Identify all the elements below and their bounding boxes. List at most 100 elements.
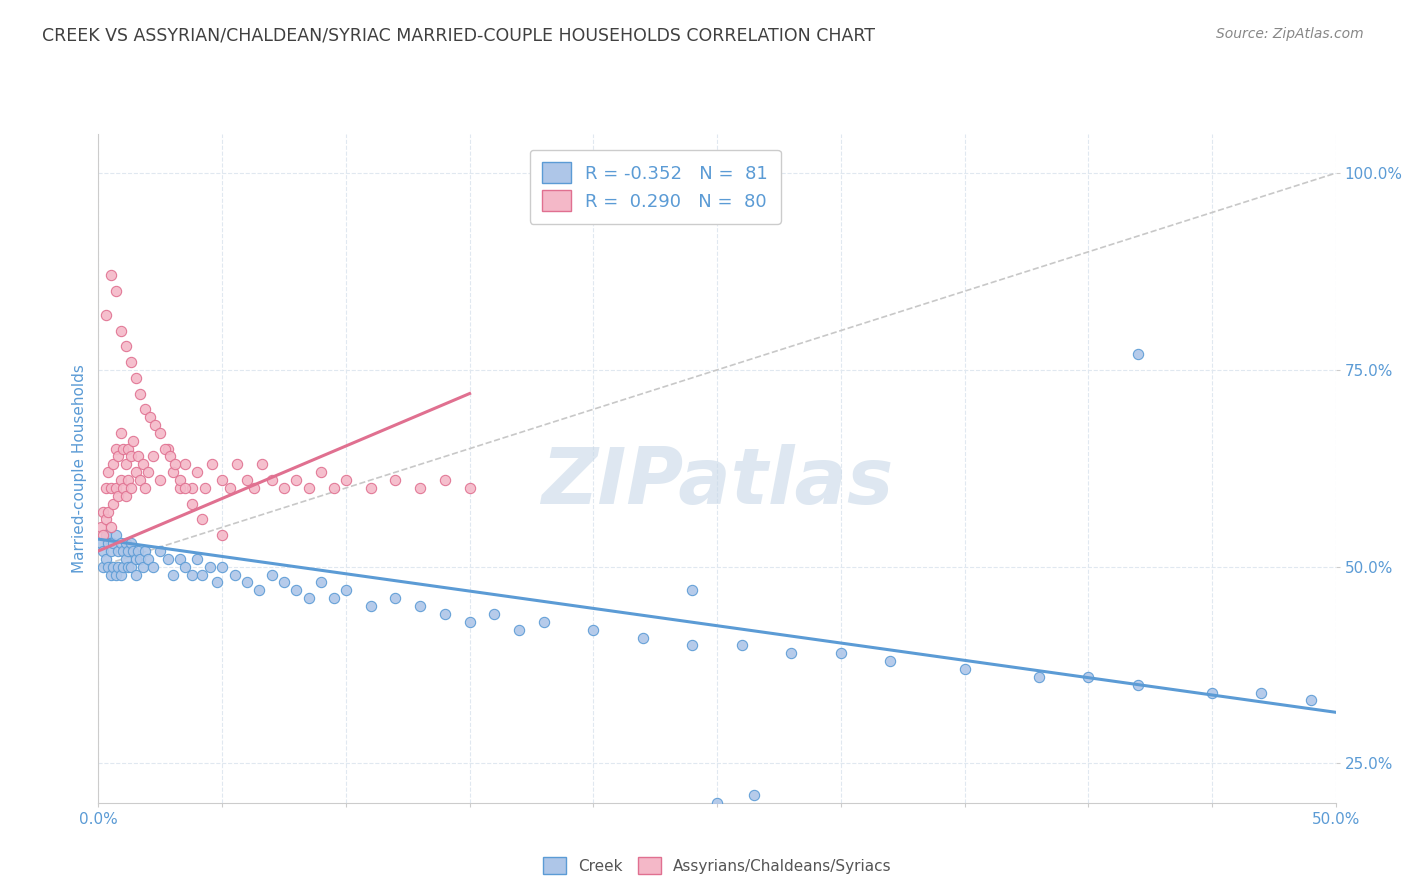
Point — [136, 551, 159, 566]
Point — [107, 544, 129, 558]
Point — [335, 583, 357, 598]
Point — [155, 442, 177, 456]
Point — [93, 505, 115, 519]
Point — [181, 481, 204, 495]
Point — [129, 551, 152, 566]
Point — [132, 559, 155, 574]
Point — [194, 481, 217, 495]
Point — [198, 559, 221, 574]
Point — [174, 481, 197, 495]
Point — [97, 536, 120, 550]
Point — [191, 512, 214, 526]
Point — [97, 465, 120, 479]
Point — [114, 551, 136, 566]
Point — [114, 458, 136, 472]
Point — [112, 544, 135, 558]
Point — [142, 450, 165, 464]
Point — [181, 567, 204, 582]
Point — [122, 544, 145, 558]
Point — [103, 497, 125, 511]
Point — [1250, 685, 1272, 699]
Point — [129, 473, 152, 487]
Point — [143, 417, 166, 432]
Point — [94, 512, 117, 526]
Point — [236, 473, 259, 487]
Point — [384, 591, 406, 606]
Point — [124, 567, 146, 582]
Point — [159, 450, 181, 464]
Point — [93, 544, 115, 558]
Point — [706, 796, 728, 810]
Point — [104, 442, 127, 456]
Point — [139, 410, 162, 425]
Point — [120, 355, 142, 369]
Point — [322, 591, 344, 606]
Point — [582, 623, 605, 637]
Point — [631, 631, 654, 645]
Point — [149, 473, 172, 487]
Text: Source: ZipAtlas.com: Source: ZipAtlas.com — [1216, 27, 1364, 41]
Point — [218, 481, 240, 495]
Point — [243, 481, 266, 495]
Point — [273, 481, 295, 495]
Point — [142, 559, 165, 574]
Point — [211, 528, 233, 542]
Point — [127, 450, 149, 464]
Point — [97, 505, 120, 519]
Point — [100, 520, 122, 534]
Point — [103, 536, 125, 550]
Point — [120, 536, 142, 550]
Point — [129, 386, 152, 401]
Point — [409, 481, 432, 495]
Point — [533, 615, 555, 629]
Point — [250, 458, 273, 472]
Point — [114, 339, 136, 353]
Text: ZIPatlas: ZIPatlas — [541, 443, 893, 520]
Point — [156, 551, 179, 566]
Point — [107, 450, 129, 464]
Point — [114, 536, 136, 550]
Point — [322, 481, 344, 495]
Point — [260, 473, 283, 487]
Text: CREEK VS ASSYRIAN/CHALDEAN/SYRIAC MARRIED-COUPLE HOUSEHOLDS CORRELATION CHART: CREEK VS ASSYRIAN/CHALDEAN/SYRIAC MARRIE… — [42, 27, 875, 45]
Point — [169, 481, 191, 495]
Point — [1299, 693, 1322, 707]
Point — [94, 308, 117, 322]
Point — [201, 458, 224, 472]
Point — [132, 458, 155, 472]
Point — [260, 567, 283, 582]
Point — [149, 544, 172, 558]
Point — [309, 575, 332, 590]
Point — [1126, 678, 1149, 692]
Point — [162, 465, 184, 479]
Point — [484, 607, 506, 621]
Point — [205, 575, 228, 590]
Point — [110, 567, 132, 582]
Point — [112, 559, 135, 574]
Point — [93, 559, 115, 574]
Point — [134, 481, 156, 495]
Point — [117, 544, 139, 558]
Point — [409, 599, 432, 613]
Point — [94, 528, 117, 542]
Point — [93, 528, 115, 542]
Point — [117, 442, 139, 456]
Point — [117, 473, 139, 487]
Point — [112, 442, 135, 456]
Point — [134, 544, 156, 558]
Point — [273, 575, 295, 590]
Point — [830, 646, 852, 660]
Point — [174, 458, 197, 472]
Point — [186, 465, 208, 479]
Point — [285, 583, 308, 598]
Point — [298, 481, 321, 495]
Point — [120, 559, 142, 574]
Point — [162, 567, 184, 582]
Point — [384, 473, 406, 487]
Point — [458, 481, 481, 495]
Point — [124, 465, 146, 479]
Point — [90, 536, 112, 550]
Point — [110, 425, 132, 440]
Point — [124, 371, 146, 385]
Point — [90, 520, 112, 534]
